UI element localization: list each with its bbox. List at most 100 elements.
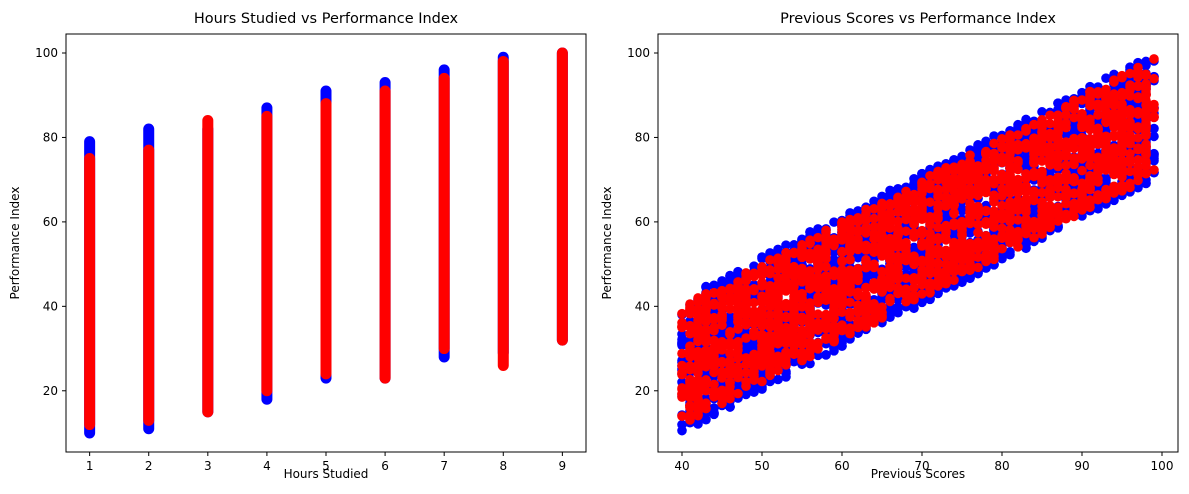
data-point <box>749 315 759 326</box>
subplot-hours-studied: Hours Studied vs Performance Index 1 2 3 4 5… <box>8 11 587 481</box>
data-point <box>949 166 959 176</box>
data-point <box>1061 209 1071 220</box>
data-point <box>685 413 695 424</box>
y-tick-label: 20 <box>43 384 58 398</box>
data-point <box>1037 134 1047 144</box>
data-point <box>1085 148 1095 159</box>
data-point <box>933 258 943 268</box>
data-point <box>781 261 791 272</box>
data-point <box>757 329 767 340</box>
data-point <box>1053 191 1063 202</box>
y-tick-label: 80 <box>635 130 650 144</box>
data-point <box>877 273 887 284</box>
data-point <box>749 387 759 397</box>
data-point <box>1021 173 1031 184</box>
x-tick-label: 7 <box>440 459 448 473</box>
data-point <box>805 317 815 328</box>
data-point <box>941 201 951 212</box>
x-tick-label: 70 <box>914 459 929 473</box>
data-point <box>725 292 735 302</box>
data-point <box>725 271 735 282</box>
data-point <box>853 251 863 262</box>
data-point <box>1149 73 1159 84</box>
data-point <box>949 237 959 248</box>
data-point <box>997 200 1007 211</box>
data-point <box>1085 86 1095 97</box>
data-point <box>1077 150 1087 161</box>
data-point <box>909 251 919 261</box>
data-point <box>693 395 703 406</box>
data-point <box>861 228 871 238</box>
data-point <box>1133 107 1143 117</box>
data-point <box>1037 175 1047 185</box>
data-point <box>733 341 743 352</box>
data-point <box>717 285 727 296</box>
data-point <box>853 216 863 227</box>
data-point <box>1133 62 1143 73</box>
data-point <box>805 238 815 248</box>
data-point <box>981 174 991 185</box>
data-point <box>757 341 767 351</box>
y-tick-label: 40 <box>43 299 58 313</box>
data-point <box>773 308 783 318</box>
data-point <box>893 228 903 239</box>
data-point <box>933 184 943 194</box>
data-point <box>837 230 847 240</box>
data-point <box>709 325 719 336</box>
data-point <box>741 376 751 387</box>
data-point <box>781 366 791 377</box>
data-point <box>1013 122 1023 132</box>
data-point <box>845 219 855 230</box>
x-axis-label: Previous Scores <box>871 467 965 481</box>
data-point <box>965 228 975 238</box>
data-point <box>749 358 759 369</box>
data-point <box>1061 184 1071 195</box>
data-point <box>925 242 935 253</box>
data-point <box>813 244 823 255</box>
data-point <box>685 361 695 371</box>
data-point <box>1133 175 1143 186</box>
data-point <box>781 282 791 293</box>
y-tick-label: 80 <box>43 130 58 144</box>
data-point <box>989 131 999 141</box>
data-point <box>1085 180 1095 190</box>
data-point <box>909 215 919 226</box>
data-point <box>1101 131 1111 142</box>
data-point <box>1125 130 1135 140</box>
data-point <box>997 191 1007 201</box>
data-point <box>765 268 775 279</box>
data-point <box>1069 172 1079 183</box>
data-point <box>829 305 839 315</box>
data-point <box>909 232 919 242</box>
data-point <box>1101 189 1111 200</box>
data-point <box>1005 203 1015 214</box>
data-point <box>1117 145 1127 156</box>
data-point <box>1037 187 1047 198</box>
x-tick-label: 6 <box>381 459 389 473</box>
data-point <box>1069 123 1079 133</box>
data-point <box>1077 112 1087 123</box>
data-point <box>1109 168 1119 178</box>
data-point <box>685 392 695 403</box>
data-point <box>781 240 791 250</box>
data-point <box>997 169 1007 180</box>
data-point <box>1109 100 1119 110</box>
data-point <box>757 357 767 367</box>
y-axis-label: Performance Index <box>600 187 614 300</box>
data-point <box>1085 195 1095 205</box>
data-point <box>1045 184 1055 194</box>
data-point <box>877 208 887 219</box>
data-point <box>853 307 863 317</box>
data-point <box>709 336 719 346</box>
data-point <box>1045 128 1055 139</box>
data-point <box>725 285 735 295</box>
data-point <box>989 148 999 159</box>
data-point <box>941 278 951 289</box>
data-point <box>837 293 847 303</box>
data-point <box>1093 99 1103 110</box>
data-point <box>1125 90 1135 101</box>
data-point <box>981 165 991 176</box>
data-point <box>989 190 999 201</box>
data-point <box>933 235 943 245</box>
data-point <box>1077 132 1087 143</box>
